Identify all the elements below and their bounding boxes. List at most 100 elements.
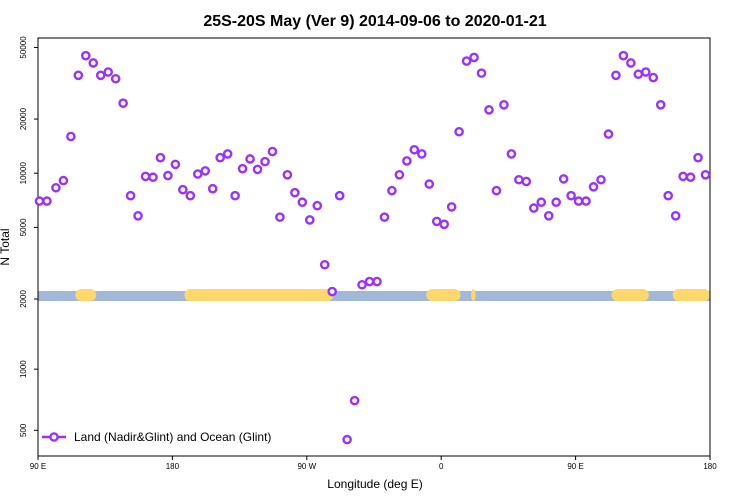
data-point (297, 197, 308, 208)
data-point (693, 152, 703, 163)
data-point (685, 172, 696, 183)
data-point (364, 276, 375, 287)
data-point (588, 182, 599, 192)
data-point (155, 152, 166, 163)
data-point (469, 52, 479, 63)
data-point (394, 170, 405, 180)
data-point (51, 182, 61, 193)
data-point (640, 67, 651, 77)
land-segment (311, 289, 325, 301)
data-point (230, 190, 240, 201)
data-point (222, 149, 233, 159)
data-point (484, 105, 494, 115)
x-tick-label: 0 (439, 462, 444, 471)
y-tick-label: 10000 (19, 162, 28, 185)
data-point (327, 286, 337, 297)
plot-frame (37, 37, 711, 457)
data-point (73, 70, 84, 81)
land-segment (672, 289, 710, 301)
data-point (655, 100, 666, 110)
chart-title: 25S-20S May (Ver 9) 2014-09-06 to 2020-0… (203, 13, 546, 30)
data-point (506, 149, 517, 159)
data-point (290, 187, 300, 198)
data-point (573, 196, 584, 206)
data-point (200, 166, 211, 176)
data-point (252, 164, 263, 175)
data-point (379, 212, 390, 222)
data-point (416, 149, 427, 159)
data-point (439, 219, 449, 230)
data-point (633, 69, 644, 80)
data-point (275, 212, 285, 222)
data-point (648, 72, 659, 83)
data-point (95, 70, 106, 81)
legend-label: Land (Nadir&Glint) and Ocean (Glint) (74, 430, 271, 444)
x-tick-label: 180 (703, 462, 717, 471)
data-point (678, 171, 688, 182)
data-point (536, 197, 547, 208)
data-point (603, 129, 614, 139)
x-tick-label: 180 (166, 462, 180, 471)
data-point (700, 170, 711, 180)
data-point (34, 196, 45, 206)
data-point (670, 210, 681, 221)
data-point (543, 210, 554, 221)
data-point (476, 68, 487, 78)
data-point (357, 279, 367, 290)
data-point (125, 190, 136, 201)
data-point (42, 196, 52, 206)
y-tick-label: 1000 (19, 360, 28, 378)
x-axis: 90 E 180 90 W 0 90 E 180 (30, 456, 717, 471)
x-axis-label: Longitude (deg E) (327, 477, 422, 491)
y-tick-label: 20000 (19, 107, 28, 130)
data-point (446, 202, 457, 212)
data-point (58, 175, 69, 186)
data-point (558, 174, 569, 184)
data-point (319, 259, 330, 270)
y-axis: 500 1000 2000 5000 10000 20000 50000 (19, 36, 38, 437)
data-point (349, 395, 360, 406)
ocean-strip (38, 291, 710, 301)
land-segment (75, 289, 97, 301)
data-point (148, 172, 158, 183)
x-tick-label: 90 E (567, 462, 583, 471)
data-point (282, 170, 293, 180)
data-point (387, 185, 397, 196)
data-point (170, 159, 181, 170)
data-points (34, 50, 711, 445)
data-point (514, 174, 524, 185)
data-point (618, 50, 629, 61)
data-point (80, 50, 91, 61)
data-point (215, 152, 225, 163)
land-segment (184, 289, 334, 301)
data-point (611, 70, 621, 81)
data-point (409, 144, 420, 155)
data-point (140, 171, 151, 182)
data-point (267, 146, 278, 157)
data-point (521, 176, 532, 187)
data-point (402, 156, 412, 166)
data-point (304, 215, 315, 225)
data-point (163, 170, 173, 181)
data-point (207, 183, 218, 194)
data-point (372, 276, 382, 287)
data-point (566, 190, 576, 201)
data-point (626, 58, 636, 68)
land-segment (471, 289, 476, 301)
x-tick-label: 90 E (30, 462, 46, 471)
data-point (342, 434, 352, 445)
data-point (178, 184, 188, 195)
data-point (551, 197, 561, 208)
surface-strip (38, 289, 710, 301)
data-point (334, 190, 345, 201)
data-point (260, 156, 270, 167)
y-tick-label: 50000 (19, 36, 28, 59)
data-point (88, 58, 99, 68)
data-point (245, 154, 255, 164)
y-tick-label: 2000 (19, 290, 28, 308)
land-segment (426, 289, 461, 301)
data-point (454, 126, 464, 137)
data-point (491, 185, 502, 196)
data-point (499, 100, 509, 110)
